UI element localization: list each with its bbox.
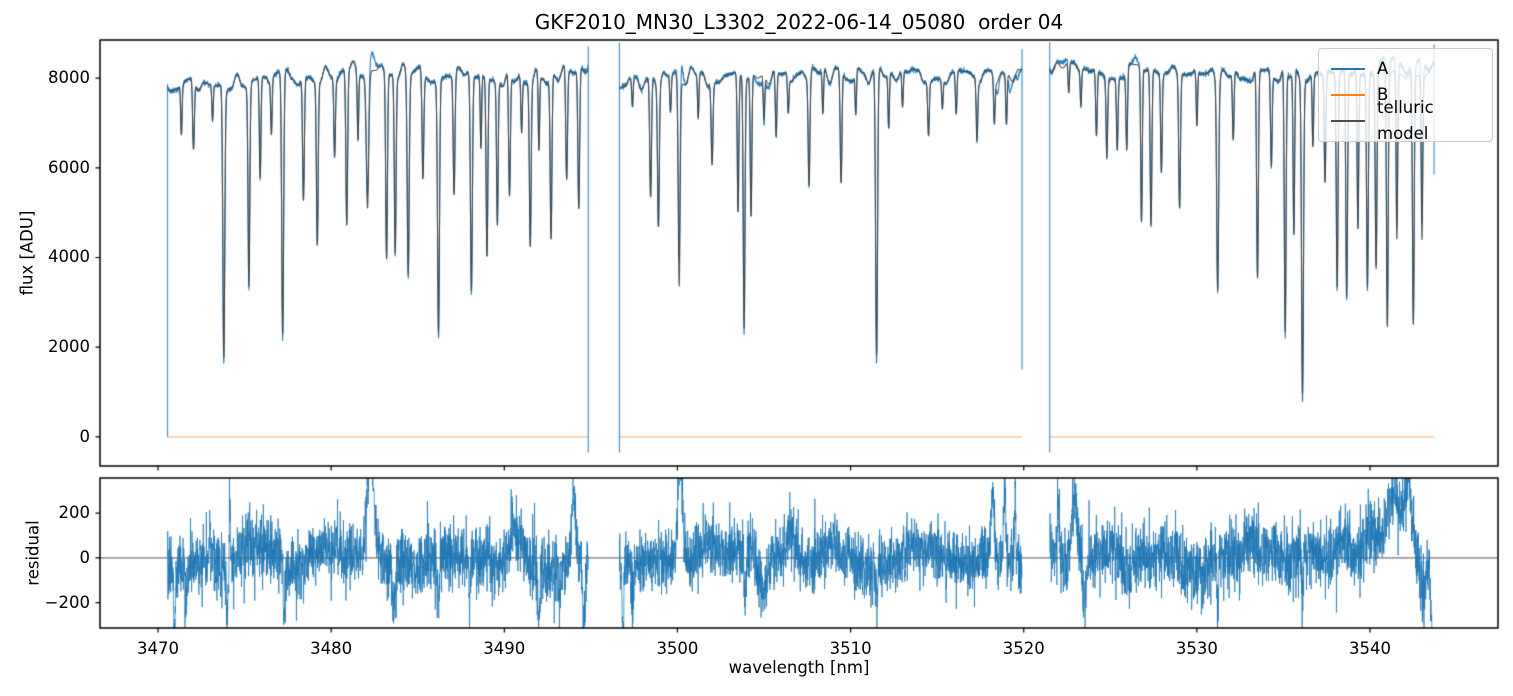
x-tick-label-3530: 3530 [1175,639,1218,658]
top-y-tick-label-8000: 8000 [48,68,90,88]
bottom-y-tick-label--200: −200 [44,592,90,612]
legend-line-b-swatch [1331,93,1365,97]
bottom-y-tick-label-0: 0 [79,547,91,567]
legend-line-telluric-swatch [1331,119,1365,123]
x-tick-label-3470: 3470 [137,639,179,658]
legend-line-a-swatch [1331,67,1365,71]
top-y-tick-label-0: 0 [79,426,91,446]
legend: A B telluric model [1318,48,1493,143]
x-tick-label-3510: 3510 [829,639,872,658]
x-tick-label-3540: 3540 [1349,639,1392,658]
x-tick-label-3500: 3500 [656,639,699,658]
legend-item-a: A [1331,56,1482,82]
x-tick-label-3480: 3480 [310,639,353,658]
x-axis-label: wavelength [nm] [728,658,870,677]
top-y-tick-label-2000: 2000 [48,337,90,357]
legend-label-telluric: telluric model [1377,98,1434,143]
legend-item-b: B [1331,82,1482,108]
legend-item-telluric-model: telluric model [1331,98,1482,143]
x-tick-label-3490: 3490 [483,639,526,658]
top-y-tick-label-6000: 6000 [48,157,90,177]
legend-label-a: A [1377,59,1389,78]
x-tick-label-3520: 3520 [1002,639,1045,658]
top-y-tick-label-4000: 4000 [48,247,90,267]
plot-title: GKF2010_MN30_L3302_2022-06-14_05080 orde… [534,10,1064,34]
legend-label-b: B [1377,85,1389,104]
bottom-y-tick-label-200: 200 [58,503,91,523]
